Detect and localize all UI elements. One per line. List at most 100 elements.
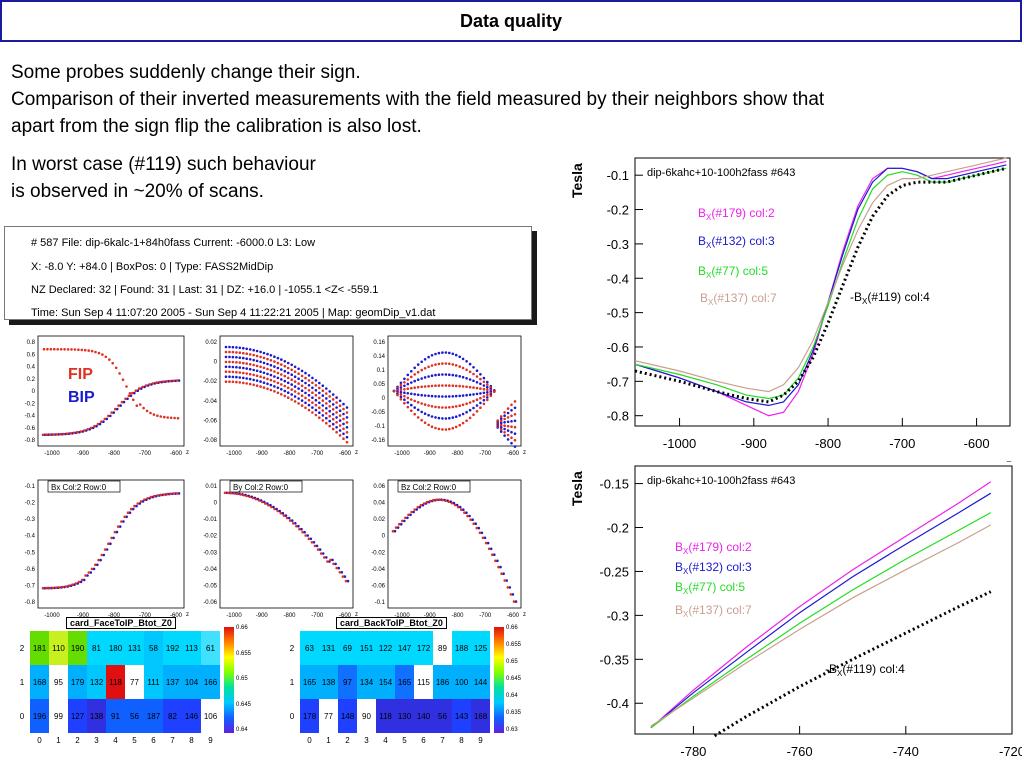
heatmap-cell: 140	[414, 699, 433, 733]
data-point	[461, 385, 465, 388]
data-point	[122, 400, 126, 404]
data-point	[100, 553, 104, 557]
data-point	[235, 356, 238, 359]
small-x-axis-letter: z	[186, 450, 189, 456]
data-point	[228, 380, 231, 383]
data-point	[83, 348, 87, 352]
data-point	[46, 347, 49, 351]
data-point	[468, 378, 472, 381]
data-point	[292, 522, 295, 525]
data-point	[280, 383, 283, 386]
small-plot-label-box	[397, 480, 471, 493]
data-point	[314, 389, 318, 392]
data-point	[438, 498, 441, 501]
data-point	[503, 411, 506, 414]
data-point	[269, 359, 273, 362]
data-point	[338, 399, 342, 403]
data-point	[413, 399, 417, 403]
data-point	[448, 395, 451, 398]
data-point	[41, 433, 45, 437]
data-point	[318, 386, 321, 390]
data-point	[345, 406, 349, 409]
data-point	[423, 403, 427, 406]
small-y-tick-label: 0.1	[377, 368, 386, 374]
data-point	[276, 391, 280, 395]
data-point	[318, 406, 321, 410]
data-point	[259, 385, 262, 388]
data-point	[494, 559, 497, 563]
data-point	[177, 379, 181, 382]
data-point	[415, 508, 419, 511]
data-point	[145, 409, 149, 413]
data-point	[273, 365, 276, 368]
data-point	[423, 385, 427, 388]
small-x-axis-letter: z	[355, 450, 358, 456]
small-x-tick-label: -800	[451, 451, 464, 457]
legend-entry-2: BX(#77) col:5	[698, 264, 768, 280]
data-point	[102, 553, 106, 557]
data-point	[472, 386, 475, 389]
data-point	[304, 376, 307, 380]
data-point	[444, 362, 448, 365]
data-point	[65, 432, 69, 435]
data-point	[416, 505, 420, 509]
x-tick-label: -720	[999, 744, 1022, 759]
data-point	[337, 566, 341, 570]
data-point	[406, 392, 410, 395]
data-point	[300, 379, 304, 383]
data-point	[486, 385, 489, 389]
data-point	[422, 502, 426, 505]
data-point	[331, 398, 335, 401]
data-point	[465, 410, 468, 414]
data-point	[255, 379, 259, 382]
data-point	[248, 348, 252, 351]
small-y-tick-label: 0	[382, 396, 386, 402]
x-axis-label: z	[1006, 457, 1012, 462]
heatmap-row-label: 2	[19, 643, 25, 653]
data-point	[479, 392, 482, 395]
heatmap-cell: 122	[376, 631, 395, 665]
data-point	[293, 385, 297, 388]
data-point	[496, 559, 499, 563]
small-y-tick-label: -0.8	[25, 438, 36, 444]
data-point	[112, 536, 115, 540]
y-tick-label: -0.8	[607, 409, 629, 424]
data-point	[434, 405, 437, 409]
data-point	[475, 404, 479, 407]
data-point	[242, 346, 245, 350]
data-point	[458, 423, 462, 427]
data-point	[484, 541, 488, 545]
intro-line-1: Some probes suddenly change their sign.	[11, 62, 361, 83]
data-point	[335, 401, 338, 404]
y-tick-label: -0.35	[599, 652, 629, 667]
data-point	[444, 351, 448, 354]
data-point	[54, 586, 58, 589]
data-point	[266, 362, 269, 366]
data-point	[480, 531, 484, 535]
heatmap-scale-label: 0.655	[506, 642, 522, 648]
data-point	[254, 497, 258, 501]
data-point	[444, 499, 448, 502]
y-tick-label: -0.5	[607, 306, 629, 321]
small-x-tick-label: -1000	[226, 613, 242, 618]
data-point	[454, 425, 458, 429]
worst-case-text: In worst case (#119) such behaviour is o…	[11, 151, 316, 205]
data-point	[451, 384, 455, 387]
data-point	[410, 375, 413, 379]
data-point	[297, 402, 300, 405]
heatmap-cell: 138	[87, 699, 106, 733]
data-point	[223, 491, 227, 495]
data-point	[478, 531, 482, 535]
heatmap-scale-label: 0.63	[506, 727, 518, 733]
data-point	[499, 421, 503, 425]
data-point	[128, 392, 132, 395]
heatmap-row-label: 0	[19, 711, 25, 721]
data-point	[314, 413, 318, 417]
data-point	[510, 441, 513, 445]
data-point	[304, 391, 307, 395]
data-point	[482, 387, 486, 391]
data-point	[454, 384, 458, 388]
data-point	[224, 350, 228, 354]
data-point	[224, 375, 228, 378]
data-point	[416, 370, 420, 374]
